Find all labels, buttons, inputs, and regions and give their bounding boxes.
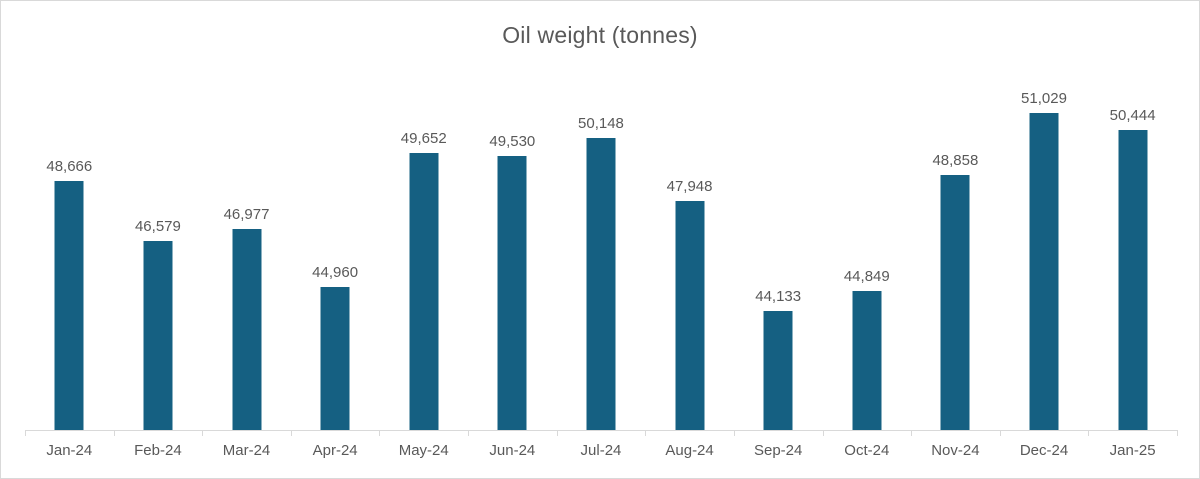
bar-jul-24 <box>586 138 616 430</box>
x-axis-label-jan-25: Jan-25 <box>1109 442 1156 459</box>
x-axis-tick <box>911 430 912 436</box>
data-label-jul-24: 50,148 <box>578 115 624 132</box>
data-label-apr-24: 44,960 <box>312 264 359 281</box>
x-axis-label-sep-24: Sep-24 <box>753 442 803 459</box>
x-axis-label-jun-24: Jun-24 <box>489 442 536 459</box>
bar-group-jan-24: 48,666 <box>25 85 114 430</box>
data-label-sep-24: 44,133 <box>755 288 802 305</box>
bar-group-jan-25: 50,444 <box>1088 85 1177 430</box>
bar-group-jul-24: 50,148 <box>557 85 646 430</box>
bar-group-oct-24: 44,849 <box>822 85 911 430</box>
x-axis-label-jul-24: Jul-24 <box>580 442 622 459</box>
bar-oct-24 <box>852 291 882 430</box>
plot-area: 48,666 46,579 46,977 44,960 49,652 49,530 50,1… <box>25 85 1177 430</box>
x-axis-label-nov-24: Nov-24 <box>931 442 980 459</box>
x-axis-tick <box>291 430 292 436</box>
bar-group-dec-24: 51,029 <box>1000 85 1089 430</box>
data-label-jun-24: 49,530 <box>489 133 536 150</box>
x-axis-tick <box>823 430 824 436</box>
bar-group-nov-24: 48,858 <box>911 85 1000 430</box>
x-axis-tick <box>645 430 646 436</box>
bar-group-sep-24: 44,133 <box>734 85 823 430</box>
data-label-nov-24: 48,858 <box>932 152 979 169</box>
bar-group-mar-24: 46,977 <box>202 85 291 430</box>
bar-dec-24 <box>1029 113 1059 430</box>
bar-group-apr-24: 44,960 <box>291 85 380 430</box>
bar-jan-24 <box>54 181 84 430</box>
data-label-mar-24: 46,977 <box>223 206 270 223</box>
bar-sep-24 <box>763 311 793 430</box>
x-axis-label-feb-24: Feb-24 <box>134 442 182 459</box>
x-axis-tick <box>734 430 735 436</box>
data-label-may-24: 49,652 <box>400 130 447 147</box>
x-axis-label-may-24: May-24 <box>398 442 449 459</box>
bar-jun-24 <box>497 156 527 430</box>
data-label-jan-24: 48,666 <box>46 158 93 175</box>
x-axis-tick <box>1177 430 1178 436</box>
data-label-jan-25: 50,444 <box>1109 107 1156 124</box>
x-axis-label-aug-24: Aug-24 <box>665 442 714 459</box>
x-axis-label-jan-24: Jan-24 <box>46 442 93 459</box>
x-axis-label-dec-24: Dec-24 <box>1019 442 1069 459</box>
bar-mar-24 <box>232 229 262 430</box>
bar-aug-24 <box>675 201 705 430</box>
bar-apr-24 <box>320 287 350 430</box>
data-label-aug-24: 47,948 <box>666 178 713 195</box>
x-axis-tick <box>1000 430 1001 436</box>
data-label-feb-24: 46,579 <box>134 218 181 235</box>
x-axis-tick <box>202 430 203 436</box>
x-axis-tick <box>557 430 558 436</box>
x-axis-tick <box>468 430 469 436</box>
x-axis-label-mar-24: Mar-24 <box>222 442 271 459</box>
chart-title: Oil weight (tonnes) <box>502 22 698 48</box>
bar-group-may-24: 49,652 <box>379 85 468 430</box>
x-axis-labels: Jan-24 Feb-24 Mar-24 Apr-24 May-24 Jun-24 Jul-… <box>25 442 1177 459</box>
bar-group-aug-24: 47,948 <box>645 85 734 430</box>
x-axis-line <box>25 430 1177 431</box>
x-axis-tick <box>25 430 26 436</box>
x-axis-tick <box>114 430 115 436</box>
x-axis-label-oct-24: Oct-24 <box>844 442 890 459</box>
x-axis-label-apr-24: Apr-24 <box>312 442 358 459</box>
bar-group-feb-24: 46,579 <box>114 85 203 430</box>
bar-nov-24 <box>940 175 970 430</box>
bar-feb-24 <box>143 241 173 430</box>
bar-group-jun-24: 49,530 <box>468 85 557 430</box>
x-axis-tick <box>379 430 380 436</box>
x-axis-tick <box>1088 430 1089 436</box>
data-label-oct-24: 44,849 <box>843 268 890 285</box>
bar-may-24 <box>409 153 439 430</box>
data-label-dec-24: 51,029 <box>1021 90 1067 107</box>
bar-jan-25 <box>1118 130 1148 430</box>
